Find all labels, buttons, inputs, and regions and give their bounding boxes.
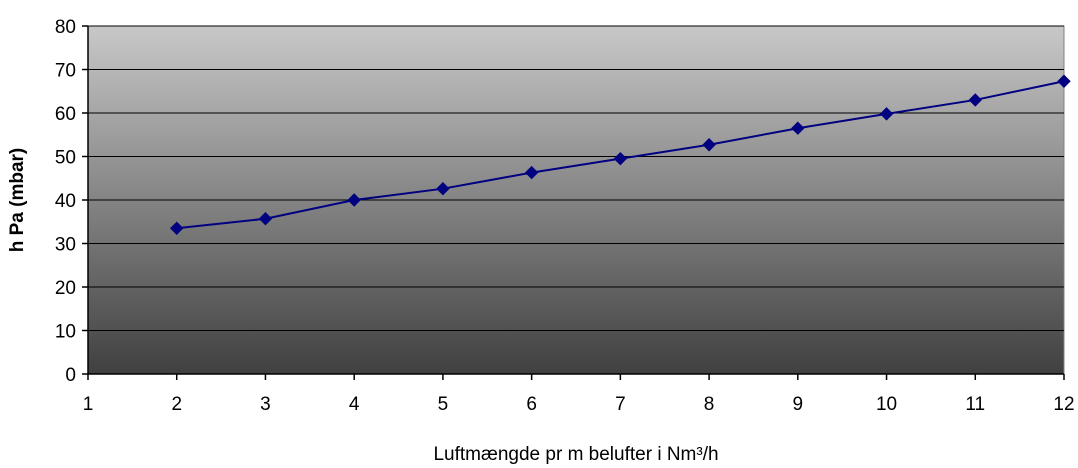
y-tick-label-40: 40 [55,191,76,212]
y-tick-label-70: 70 [55,61,76,82]
data-point-6 [524,165,539,180]
y-tick-label-20: 20 [55,278,76,299]
y-tick-label-10: 10 [55,322,76,343]
x-tick-label-5: 5 [438,394,449,415]
y-tick-label-60: 60 [55,104,76,125]
data-point-4 [347,193,361,207]
x-tick-label-1: 1 [83,394,94,415]
x-tick-label-11: 11 [965,394,985,415]
data-point-2 [170,221,184,235]
x-tick-label-8: 8 [704,394,715,415]
x-tick-label-9: 9 [793,394,804,415]
data-point-7 [613,151,628,166]
x-tick-label-10: 10 [876,394,897,415]
data-point-10 [879,107,894,121]
data-point-8 [702,138,716,152]
data-point-12 [1057,74,1071,88]
data-point-9 [791,121,805,135]
x-tick-label-2: 2 [171,394,182,415]
gridlines [88,25,1064,331]
y-tick-label-50: 50 [55,148,76,169]
y-tick-label-30: 30 [55,235,76,256]
x-axis-title: Luftmængde pr m belufter i Nm³/h [433,444,718,465]
x-tick-label-3: 3 [260,394,271,415]
y-tick-label-0: 0 [65,365,76,386]
x-tick-label-12: 12 [1053,394,1074,415]
axes [82,25,1065,380]
x-tick-label-7: 7 [615,394,626,415]
x-tick-label-6: 6 [526,394,537,415]
data-point-11 [968,93,982,107]
y-axis-title: h Pa (mbar) [7,148,28,253]
data-point-3 [258,211,273,226]
data-point-5 [436,181,450,196]
series-layer [170,74,1071,235]
x-tick-label-4: 4 [349,394,360,415]
y-tick-label-80: 80 [55,17,76,38]
